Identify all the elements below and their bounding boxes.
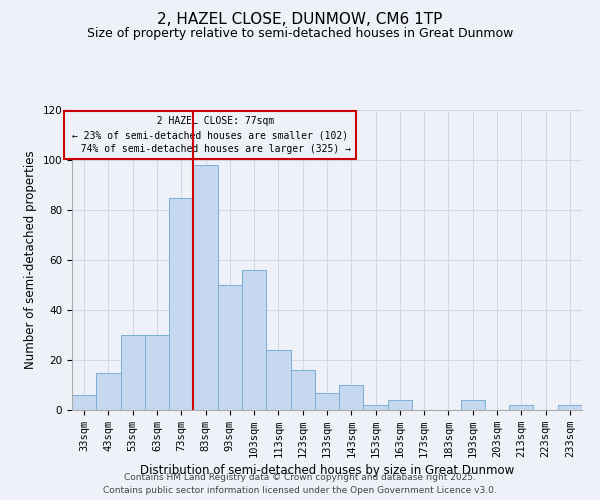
Bar: [558, 405, 582, 410]
Bar: [364, 405, 388, 410]
Bar: [96, 372, 121, 410]
Bar: [169, 198, 193, 410]
Bar: [315, 392, 339, 410]
Y-axis label: Number of semi-detached properties: Number of semi-detached properties: [24, 150, 37, 370]
Bar: [145, 335, 169, 410]
Bar: [388, 400, 412, 410]
X-axis label: Distribution of semi-detached houses by size in Great Dunmow: Distribution of semi-detached houses by …: [140, 464, 514, 477]
Bar: [339, 385, 364, 410]
Bar: [218, 285, 242, 410]
Bar: [242, 270, 266, 410]
Bar: [461, 400, 485, 410]
Bar: [193, 165, 218, 410]
Bar: [121, 335, 145, 410]
Text: Contains HM Land Registry data © Crown copyright and database right 2025.
Contai: Contains HM Land Registry data © Crown c…: [103, 474, 497, 495]
Bar: [509, 405, 533, 410]
Bar: [72, 395, 96, 410]
Text: Size of property relative to semi-detached houses in Great Dunmow: Size of property relative to semi-detach…: [87, 28, 513, 40]
Text: 2 HAZEL CLOSE: 77sqm
← 23% of semi-detached houses are smaller (102)
  74% of se: 2 HAZEL CLOSE: 77sqm ← 23% of semi-detac…: [69, 116, 351, 154]
Bar: [290, 370, 315, 410]
Bar: [266, 350, 290, 410]
Text: 2, HAZEL CLOSE, DUNMOW, CM6 1TP: 2, HAZEL CLOSE, DUNMOW, CM6 1TP: [157, 12, 443, 28]
